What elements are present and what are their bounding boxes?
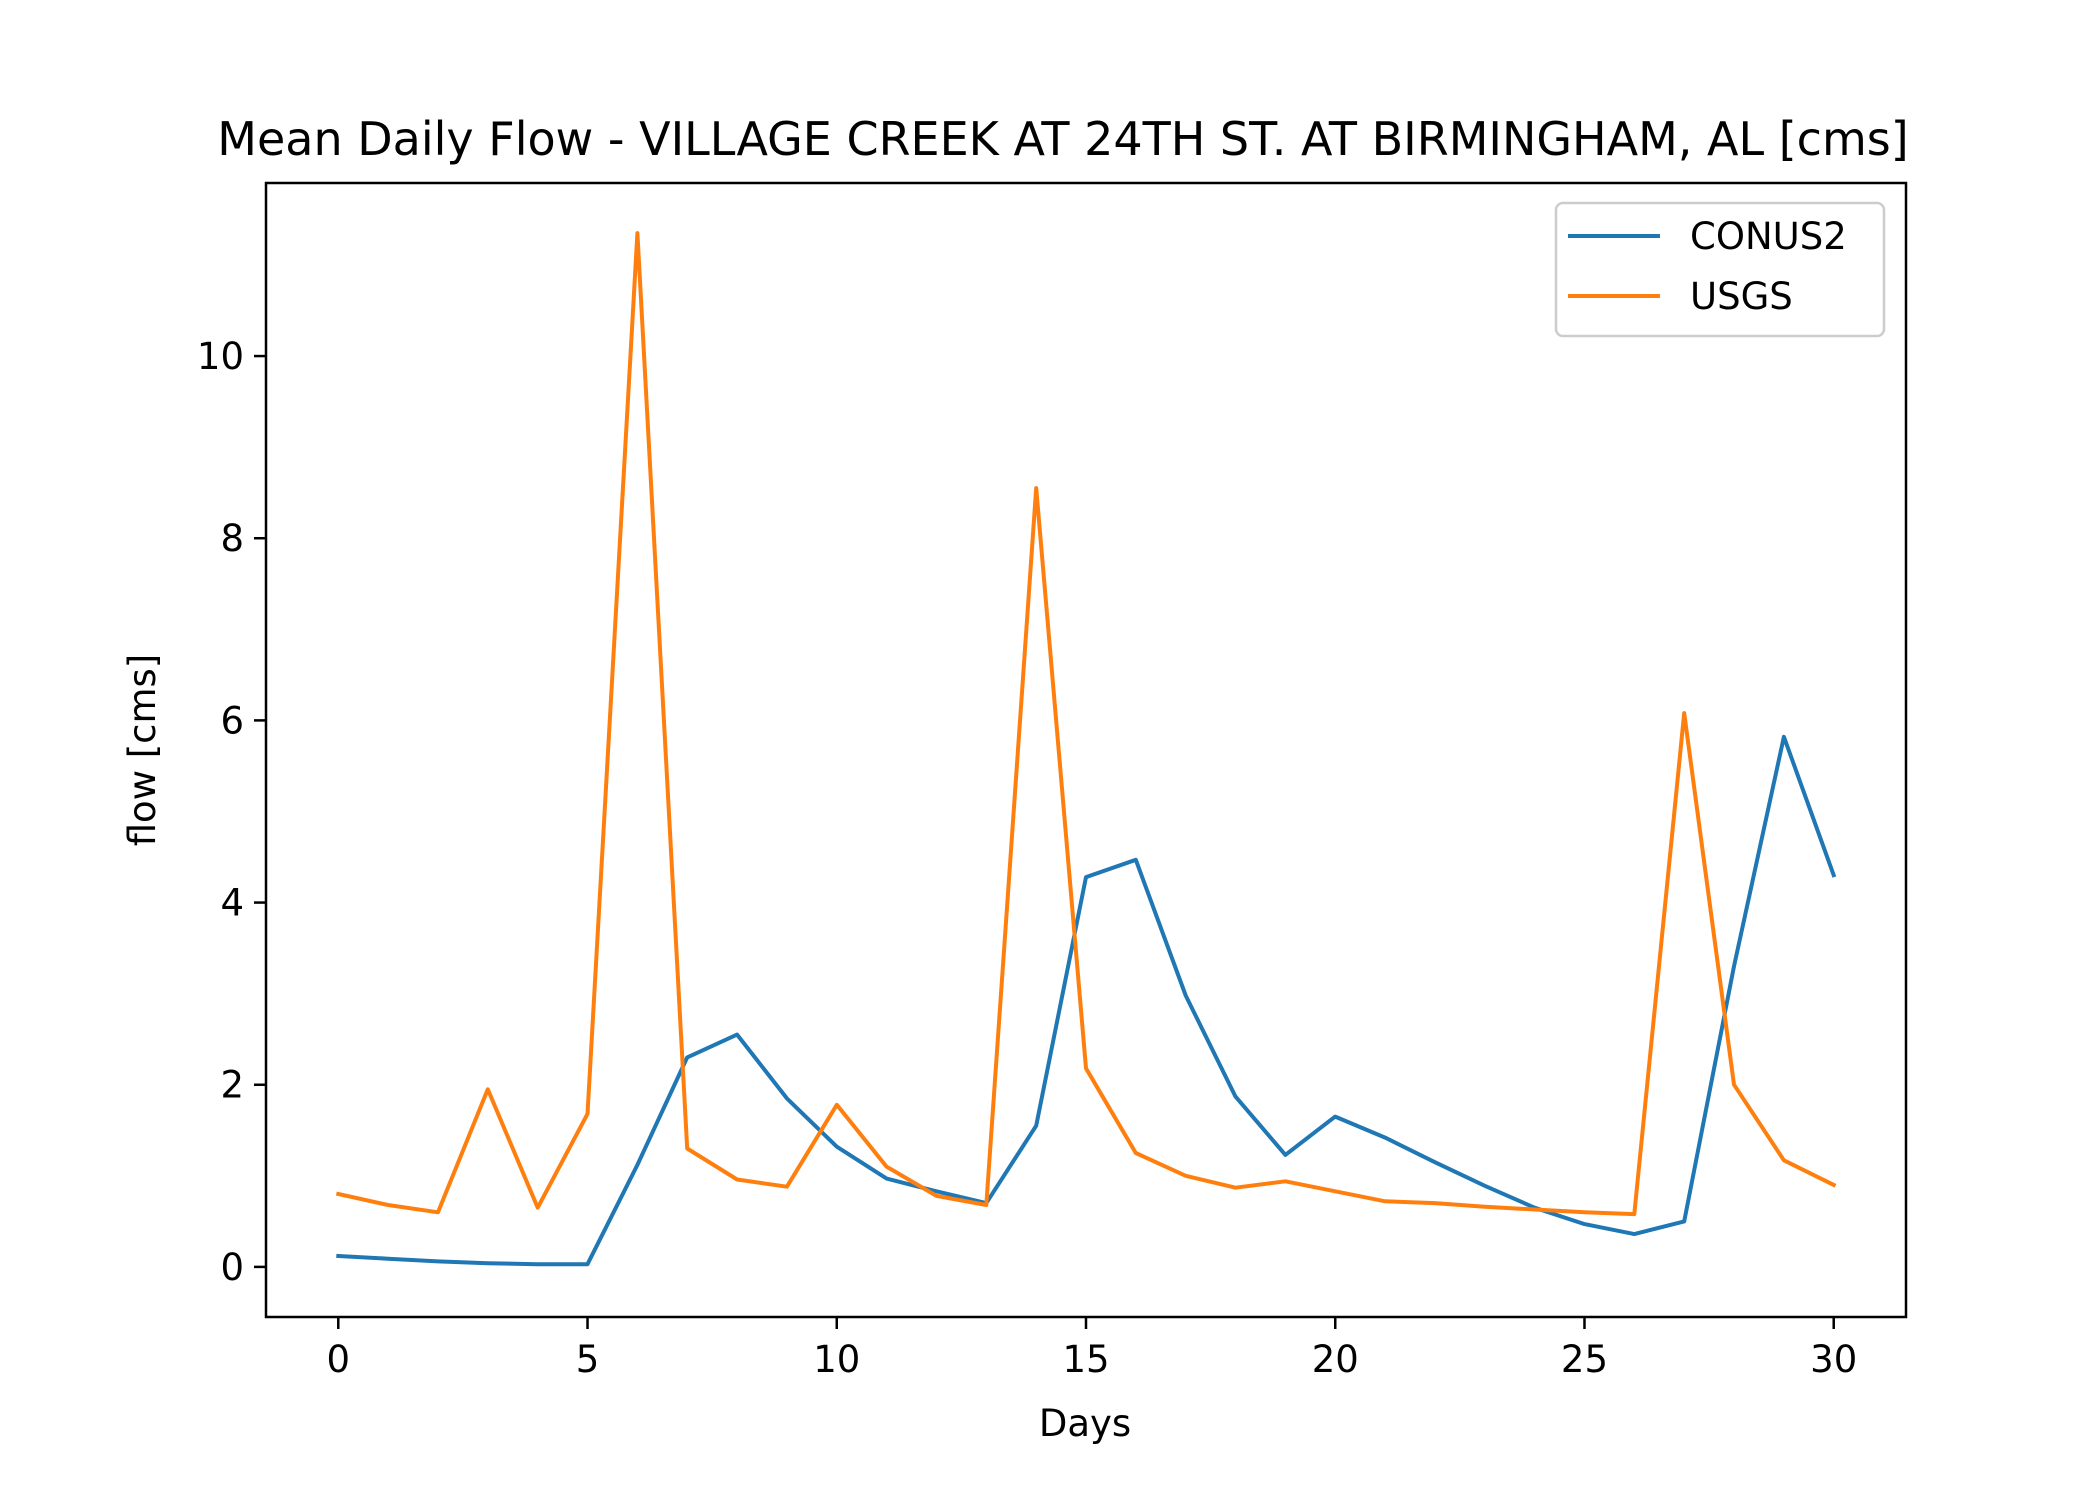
series-line-usgs <box>335 231 1837 1217</box>
chart-title: Mean Daily Flow - VILLAGE CREEK AT 24TH … <box>217 112 1908 166</box>
x-tick-label: 5 <box>576 1338 600 1381</box>
y-axis: 0 2 4 6 8 10 <box>197 335 266 1289</box>
y-tick-label: 6 <box>220 699 244 742</box>
y-tick-label: 10 <box>197 335 244 378</box>
y-tick-label: 8 <box>220 517 244 560</box>
y-tick-label: 0 <box>220 1246 244 1289</box>
x-tick-label: 15 <box>1062 1338 1109 1381</box>
x-tick-label: 25 <box>1561 1338 1608 1381</box>
x-tick-label: 20 <box>1312 1338 1359 1381</box>
y-tick-label: 2 <box>220 1064 244 1107</box>
y-axis-label: flow [cms] <box>121 654 164 847</box>
y-tick-label: 4 <box>220 882 244 925</box>
plot-lines <box>335 231 1837 1267</box>
x-tick-label: 30 <box>1810 1338 1857 1381</box>
series-line-conus2 <box>336 734 1837 1267</box>
x-axis-label: Days <box>1039 1402 1131 1445</box>
legend-label-usgs: USGS <box>1690 275 1793 318</box>
legend-label-conus2: CONUS2 <box>1690 215 1847 258</box>
x-axis: 0 5 10 15 20 25 30 <box>327 1317 1857 1381</box>
x-tick-label: 10 <box>813 1338 860 1381</box>
legend: CONUS2 USGS <box>1554 201 1886 338</box>
x-tick-label: 0 <box>327 1338 351 1381</box>
